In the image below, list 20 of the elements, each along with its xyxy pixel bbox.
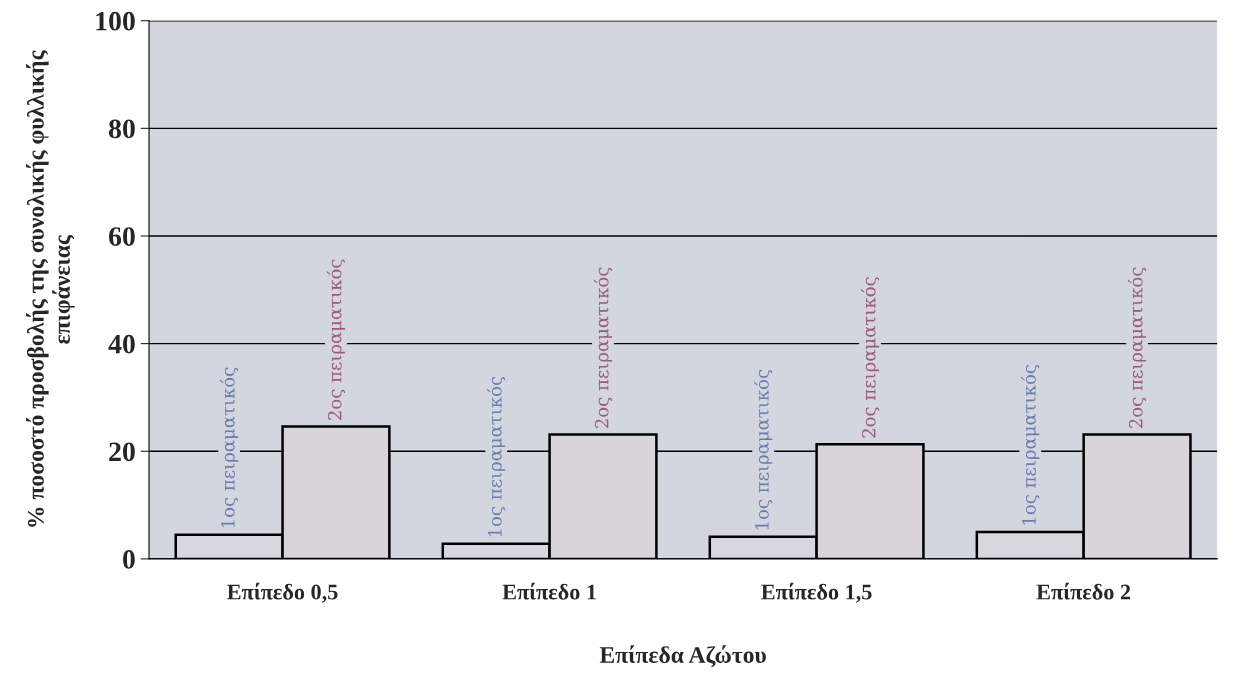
x-tick-label: Επίπεδο 0,5 bbox=[227, 582, 338, 603]
text: 1ος πειραματικός bbox=[754, 369, 773, 530]
x-tick-label: Επίπεδο 1,5 bbox=[761, 582, 872, 603]
y-tick-label: 60 bbox=[109, 227, 135, 246]
y-tick-label: 20 bbox=[109, 442, 135, 462]
x-tick-label: Επίπεδο 1 bbox=[502, 582, 596, 600]
text: 1ος πειραματικός bbox=[220, 367, 239, 528]
x-axis-title: Επίπεδα Αζώτου bbox=[599, 645, 766, 668]
text: 1ος πειραματικός bbox=[1021, 365, 1040, 525]
y-tick-label: 80 bbox=[108, 119, 135, 139]
x-tick-label: Επίπεδο 2 bbox=[1036, 582, 1131, 600]
text: 2ος πειραματικός bbox=[326, 259, 346, 420]
text: 2ος πειραματικός bbox=[1127, 267, 1147, 428]
y-tick-label: 100 bbox=[96, 11, 135, 31]
text: 2ος πειραματικός bbox=[860, 277, 880, 438]
text: 1ος πειραματικός bbox=[487, 376, 506, 537]
y-tick-label: 0 bbox=[123, 550, 135, 569]
y-axis-title: % ποσοστό προσβολής της συνολικής φυλλικής επιφάνειας bbox=[26, 50, 75, 527]
y-tick-label: 40 bbox=[108, 334, 135, 354]
text: 2ος πειραματικός bbox=[593, 267, 613, 428]
